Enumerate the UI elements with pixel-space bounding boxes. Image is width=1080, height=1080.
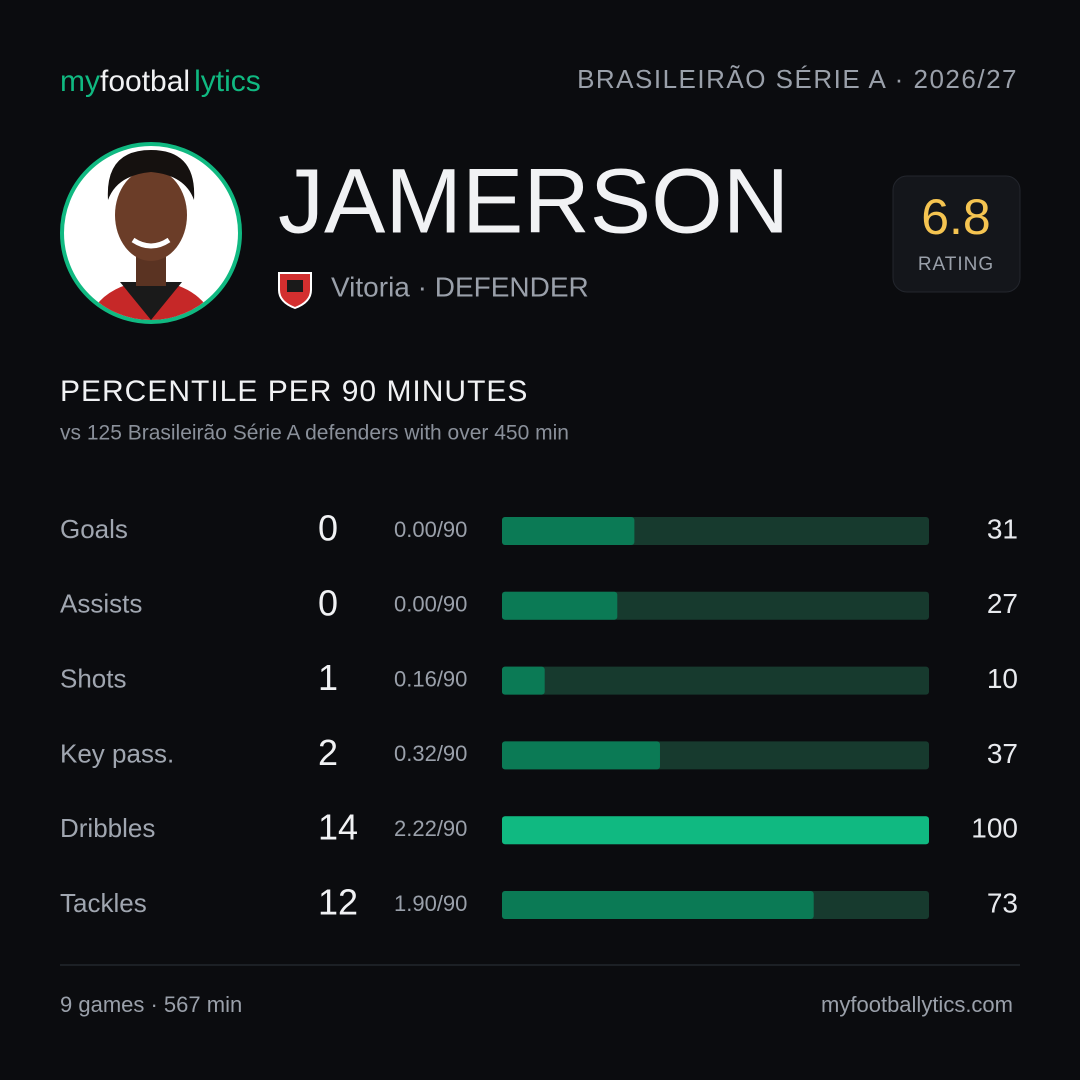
stat-per90: 1.90/90 (394, 891, 467, 916)
section-title: PERCENTILE PER 90 MINUTES (60, 375, 528, 408)
stat-total: 0 (318, 582, 338, 623)
stat-total: 0 (318, 508, 338, 549)
brand-part: footbal (100, 65, 190, 98)
stat-percentile: 37 (987, 738, 1018, 769)
player-name: JAMERSON (278, 150, 789, 252)
stat-per90: 0.00/90 (394, 517, 467, 542)
rating-label: RATING (918, 254, 994, 275)
brand: myfootbal lytics (60, 65, 261, 98)
stat-percentile: 27 (987, 588, 1018, 619)
percentile-bar (502, 816, 929, 845)
rating-value: 6.8 (921, 189, 991, 245)
stat-label: Shots (60, 663, 127, 693)
stat-label: Assists (60, 589, 142, 619)
rating-box (892, 175, 1021, 293)
stat-label: Goals (60, 514, 128, 544)
percentile-bar (502, 517, 635, 545)
stat-rows: Goals 0 0.00/90 31 Assists 0 0.00/90 27 Shots 1 0.… (60, 508, 1018, 923)
stat-per90: 0.32/90 (394, 741, 467, 766)
stat-per90: 2.22/90 (394, 816, 467, 841)
league: BRASILEIRÃO SÉRIE A · 2026/27 (577, 64, 1018, 94)
stat-total: 14 (318, 807, 358, 848)
brand-part: lytics (194, 65, 261, 98)
section-subtitle: vs 125 Brasileirão Série A defenders wit… (60, 422, 569, 445)
stat-percentile: 10 (987, 663, 1018, 694)
player-photo (60, 142, 242, 324)
stat-per90: 0.16/90 (394, 666, 467, 691)
stat-label: Dribbles (60, 813, 155, 843)
stat-percentile: 100 (971, 813, 1018, 844)
stat-per90: 0.00/90 (394, 592, 467, 617)
stat-label: Tackles (60, 888, 147, 918)
percentile-bar (502, 591, 618, 620)
club-crest (278, 272, 312, 310)
percentile-bar (502, 741, 660, 770)
bar-track (502, 666, 929, 695)
player-subtitle: Vitoria · DEFENDER (331, 271, 589, 302)
percentile-bar (502, 666, 545, 695)
stat-total: 1 (318, 657, 338, 698)
percentile-bar (502, 891, 814, 919)
stat-total: 2 (318, 732, 338, 773)
stat-percentile: 31 (987, 513, 1018, 544)
stat-percentile: 73 (987, 887, 1018, 918)
footer-right: myfootballytics.com (821, 992, 1013, 1017)
stat-total: 12 (318, 882, 358, 923)
brand-part: my (60, 65, 100, 98)
stat-label: Key pass. (60, 738, 174, 768)
footer-left: 9 games · 567 min (60, 992, 242, 1017)
